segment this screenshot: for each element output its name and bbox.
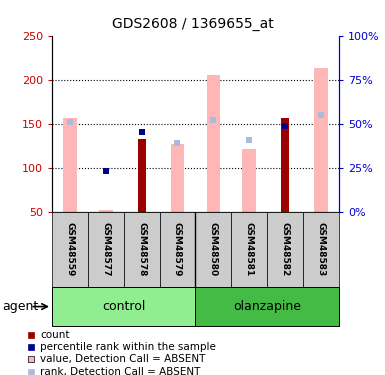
Bar xyxy=(99,210,112,212)
Point xyxy=(246,138,252,144)
Point xyxy=(246,136,252,142)
Text: GSM48559: GSM48559 xyxy=(65,222,74,277)
Bar xyxy=(242,149,256,212)
Bar xyxy=(171,144,184,212)
Text: GSM48579: GSM48579 xyxy=(173,222,182,277)
Point xyxy=(28,356,34,362)
Bar xyxy=(124,212,159,287)
Text: agent: agent xyxy=(2,300,38,313)
Text: rank, Detection Call = ABSENT: rank, Detection Call = ABSENT xyxy=(40,367,201,375)
Bar xyxy=(138,139,146,212)
Text: GDS2608 / 1369655_at: GDS2608 / 1369655_at xyxy=(112,17,273,31)
Point xyxy=(318,112,324,118)
Point xyxy=(28,332,34,338)
Point xyxy=(139,129,145,135)
Bar xyxy=(195,287,339,326)
Text: control: control xyxy=(102,300,146,313)
Text: GSM48578: GSM48578 xyxy=(137,222,146,277)
Text: GSM48583: GSM48583 xyxy=(316,222,325,276)
Bar xyxy=(63,118,77,212)
Point xyxy=(210,117,216,123)
Point xyxy=(318,112,324,118)
Text: value, Detection Call = ABSENT: value, Detection Call = ABSENT xyxy=(40,354,206,364)
Bar xyxy=(88,212,124,287)
Point xyxy=(28,344,34,350)
Bar xyxy=(281,118,289,212)
Point xyxy=(210,117,216,123)
Bar xyxy=(303,212,339,287)
Point xyxy=(282,123,288,129)
Point xyxy=(28,369,34,375)
Bar xyxy=(267,212,303,287)
Bar xyxy=(206,75,220,212)
Text: GSM48581: GSM48581 xyxy=(244,222,254,276)
Text: percentile rank within the sample: percentile rank within the sample xyxy=(40,342,216,352)
Bar xyxy=(159,212,196,287)
Bar xyxy=(195,212,231,287)
Text: GSM48582: GSM48582 xyxy=(281,222,290,276)
Bar xyxy=(52,212,88,287)
Bar xyxy=(314,68,328,212)
Text: GSM48580: GSM48580 xyxy=(209,222,218,276)
Bar xyxy=(231,212,267,287)
Text: count: count xyxy=(40,330,70,340)
Point xyxy=(174,140,181,146)
Point xyxy=(67,119,73,125)
Text: GSM48577: GSM48577 xyxy=(101,222,110,277)
Bar xyxy=(52,287,195,326)
Text: olanzapine: olanzapine xyxy=(233,300,301,313)
Point xyxy=(103,168,109,174)
